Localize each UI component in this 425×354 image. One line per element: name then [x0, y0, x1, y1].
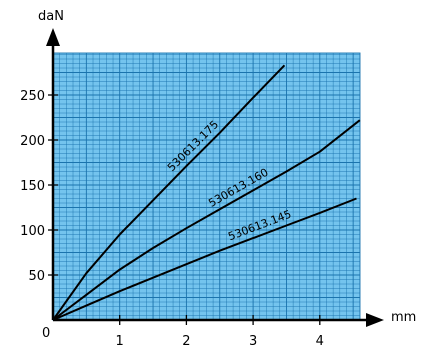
x-axis-title: mm	[391, 310, 416, 325]
y-axis-arrow	[46, 28, 60, 46]
series-line	[52, 64, 286, 321]
y-tick-label: 150	[20, 179, 45, 194]
x-tick-label: 1	[116, 334, 124, 349]
y-axis-title: daN	[38, 9, 64, 24]
origin-label: 0	[42, 326, 50, 341]
y-tick-label: 250	[20, 89, 45, 104]
series-line	[52, 197, 357, 321]
ticks: 1 2 3 4 50 100 150 200 250	[20, 89, 324, 349]
y-tick-label: 100	[20, 224, 45, 239]
x-axis-arrow	[366, 313, 384, 327]
y-tick-label: 50	[28, 269, 45, 284]
y-tick-label: 200	[20, 134, 45, 149]
axes	[46, 28, 384, 327]
x-tick-label: 4	[316, 334, 324, 349]
x-tick-label: 3	[249, 334, 257, 349]
series-line	[52, 119, 361, 321]
grid	[52, 52, 361, 321]
x-tick-label: 2	[182, 334, 190, 349]
